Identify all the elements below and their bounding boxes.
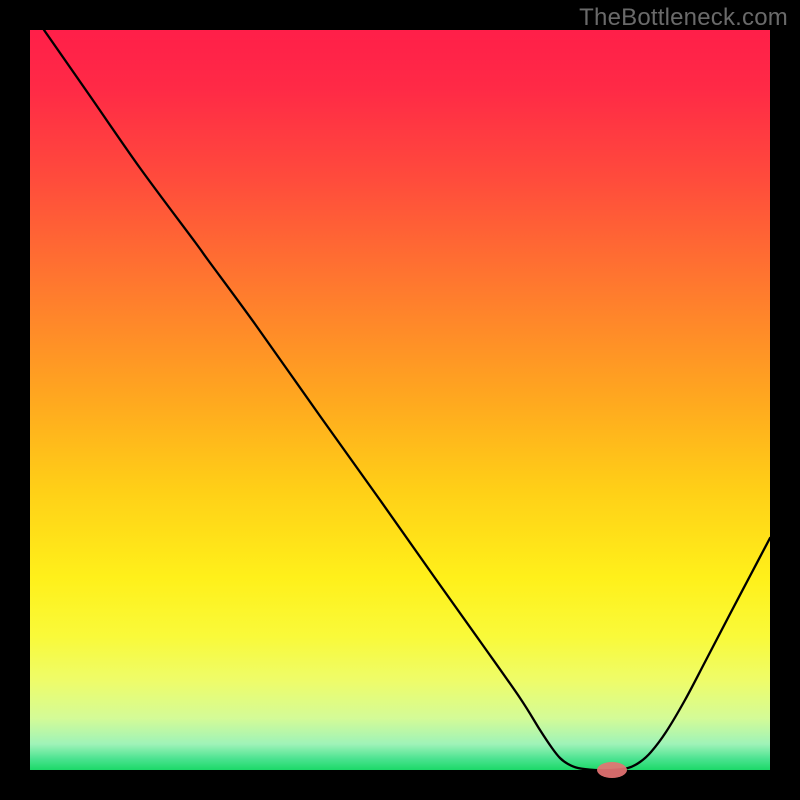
bottleneck-chart — [0, 0, 800, 800]
optimal-point-marker — [597, 762, 627, 778]
plot-area — [30, 30, 770, 770]
chart-container: TheBottleneck.com — [0, 0, 800, 800]
watermark-text: TheBottleneck.com — [579, 4, 788, 32]
